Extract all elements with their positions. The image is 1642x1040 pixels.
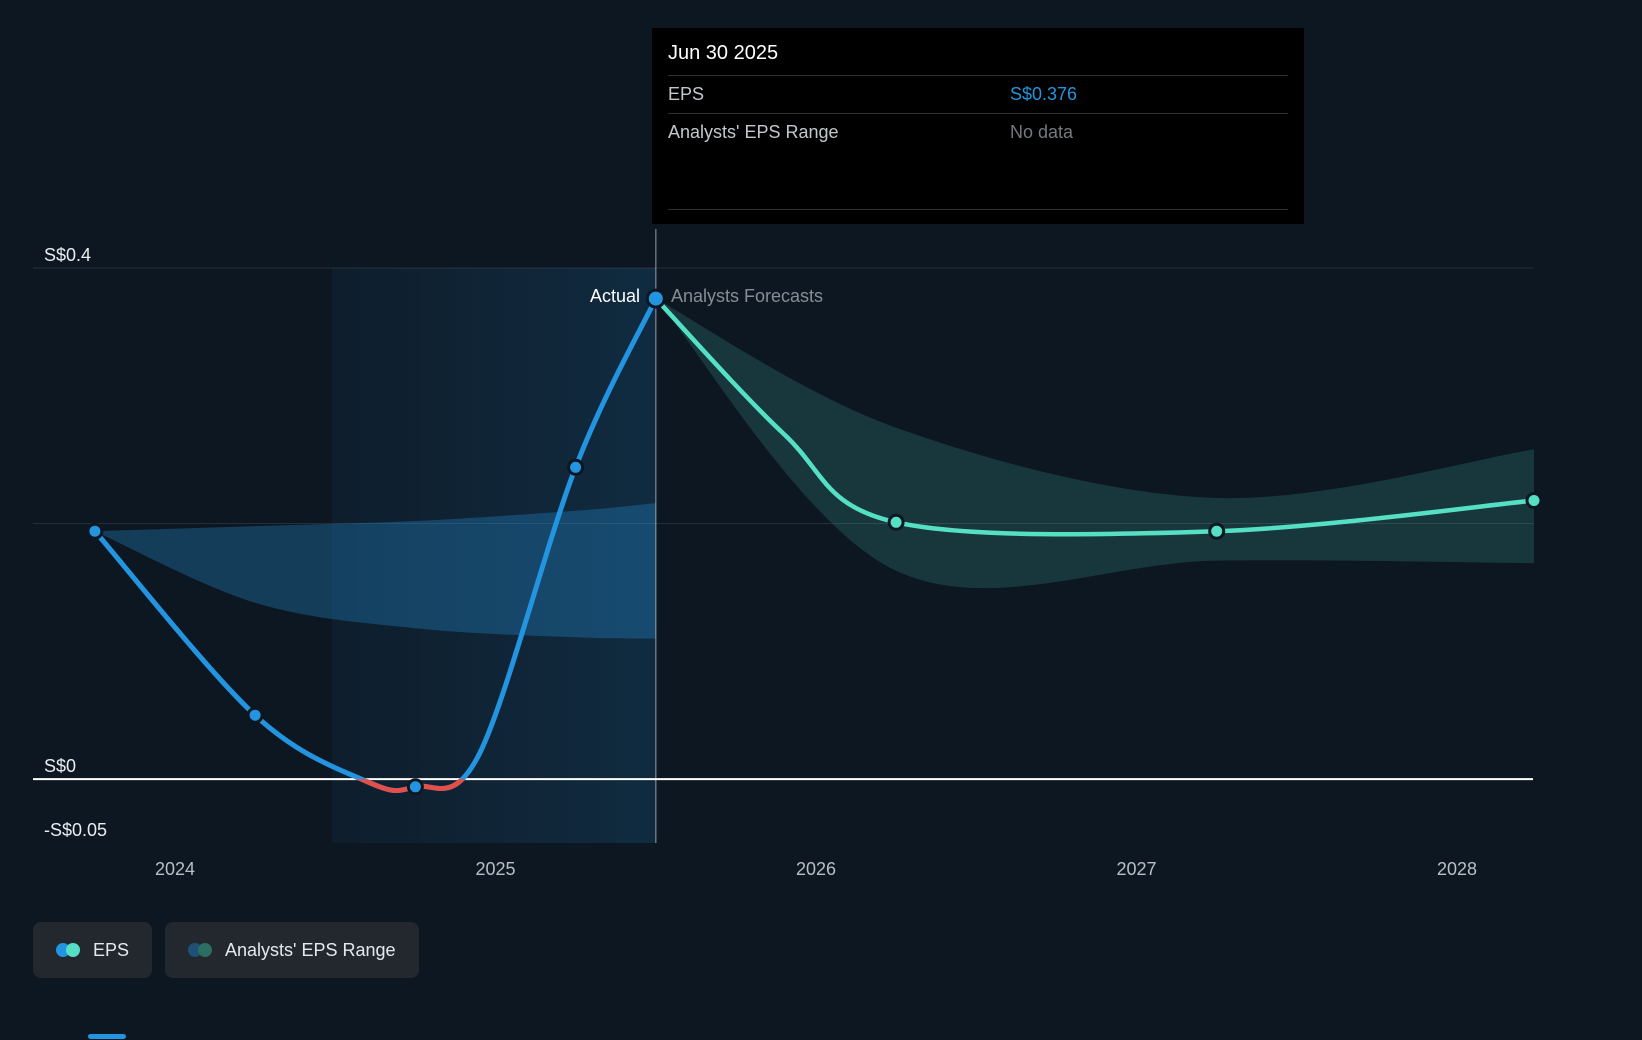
tooltip-bottom-divider <box>668 209 1288 210</box>
eps-point-marker[interactable] <box>406 778 424 796</box>
y-axis-label: S$0 <box>44 756 77 777</box>
eps-point-marker[interactable] <box>246 706 264 724</box>
tooltip-eps-value: S$0.376 <box>1010 84 1078 104</box>
eps-point-marker[interactable] <box>645 288 666 309</box>
x-axis-label: 2024 <box>154 859 196 879</box>
chart-tooltip: Jun 30 2025 EPS S$0.376 Analysts' EPS Ra… <box>652 28 1304 224</box>
tooltip-eps-label: EPS <box>668 84 705 104</box>
legend-eps-toggle[interactable]: EPS <box>33 922 153 978</box>
actual-section-label: Actual <box>589 286 640 306</box>
legend-eps-range-label: Analysts' EPS Range <box>225 939 396 960</box>
x-axis-label: 2028 <box>1437 859 1478 879</box>
eps-point-marker[interactable] <box>86 522 104 540</box>
tooltip-date: Jun 30 2025 <box>668 42 1288 76</box>
x-axis-label: 2027 <box>1116 859 1157 879</box>
eps-legend-icon <box>56 943 80 957</box>
eps-range-forecast-dot-icon <box>198 943 213 957</box>
forecast-eps-range-band <box>655 298 1534 589</box>
chart-legend: EPS Analysts' EPS Range <box>33 922 419 978</box>
forecast-point-marker[interactable] <box>887 513 905 531</box>
tooltip-eps-range-value: No data <box>1010 122 1074 142</box>
actual-eps-range-band <box>94 503 656 639</box>
y-axis-label: -S$0.05 <box>44 820 108 840</box>
tooltip-row-eps: EPS S$0.376 <box>668 76 1288 114</box>
eps-forecast-line <box>653 296 1537 537</box>
forecast-section-label: Analysts Forecasts <box>671 286 824 306</box>
forecast-point-marker[interactable] <box>1208 522 1226 540</box>
legend-eps-label: EPS <box>93 939 130 960</box>
scrollbar-thumb[interactable] <box>88 1034 126 1039</box>
eps-forecast-dot-icon <box>66 943 80 957</box>
tooltip-eps-range-label: Analysts' EPS Range <box>668 122 839 142</box>
x-axis-label: 2025 <box>475 859 516 879</box>
forecast-point-marker[interactable] <box>1525 492 1543 509</box>
tooltip-row-eps-range: Analysts' EPS Range No data <box>668 114 1288 151</box>
eps-negative-segment <box>354 779 466 793</box>
y-axis-label: S$0.4 <box>44 244 92 265</box>
legend-eps-range-toggle[interactable]: Analysts' EPS Range <box>165 922 419 978</box>
x-axis-label: 2026 <box>795 859 837 879</box>
eps-range-legend-icon <box>188 943 213 957</box>
highlight-past-year-band <box>332 268 656 843</box>
eps-point-marker[interactable] <box>567 458 585 476</box>
